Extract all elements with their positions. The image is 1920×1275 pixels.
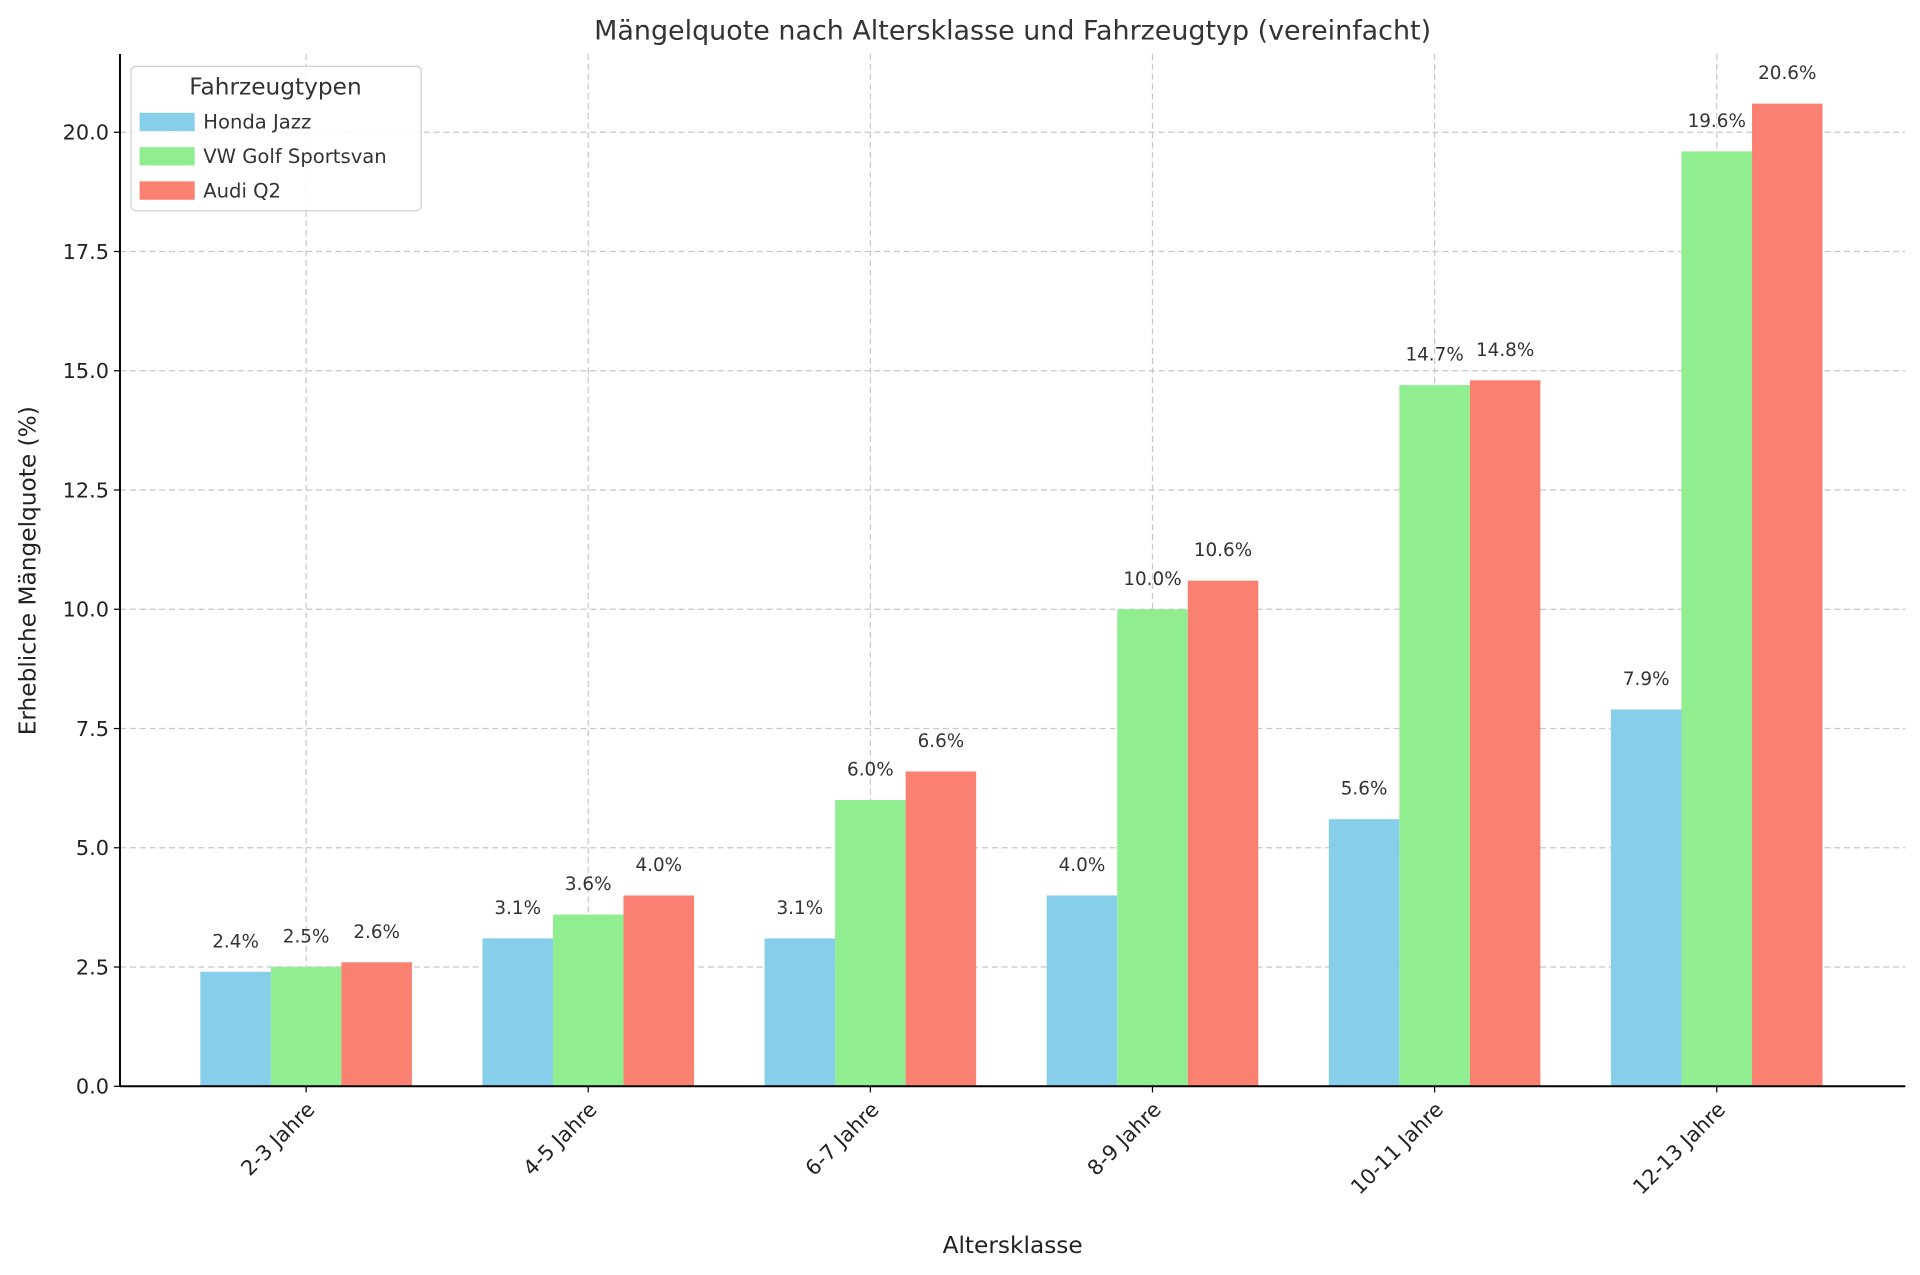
y-tick-label: 5.0 xyxy=(76,836,109,860)
bar-vw-golf-sportsvan xyxy=(835,800,906,1087)
bar-audi-q2 xyxy=(1187,580,1259,1087)
chart-title: Mängelquote nach Altersklasse und Fahrze… xyxy=(594,15,1431,46)
data-label: 3.1% xyxy=(777,898,824,919)
data-label: 10.0% xyxy=(1123,569,1181,590)
legend-swatch xyxy=(139,112,195,132)
bar-honda-jazz xyxy=(200,971,271,1087)
bar-vw-golf-sportsvan xyxy=(1117,609,1188,1087)
data-label: 3.1% xyxy=(494,898,541,919)
bar-audi-q2 xyxy=(1469,380,1541,1087)
data-label: 2.4% xyxy=(212,931,259,952)
x-axis-label: Altersklasse xyxy=(943,1232,1083,1259)
x-tick-label: 2-3 Jahre xyxy=(236,1097,319,1180)
y-tick-label: 10.0 xyxy=(63,598,109,622)
bar-honda-jazz xyxy=(482,938,553,1087)
x-tick-label: 6-7 Jahre xyxy=(801,1097,884,1180)
bar-audi-q2 xyxy=(341,962,412,1087)
legend-title: Fahrzeugtypen xyxy=(189,73,361,100)
bar-audi-q2 xyxy=(623,895,695,1087)
data-label: 20.6% xyxy=(1758,63,1816,84)
y-tick-label: 12.5 xyxy=(63,478,109,502)
y-tick-label: 20.0 xyxy=(63,121,109,145)
data-label: 4.0% xyxy=(635,855,682,876)
data-label: 7.9% xyxy=(1623,669,1670,690)
bar-honda-jazz xyxy=(1328,819,1400,1087)
bar-vw-golf-sportsvan xyxy=(270,967,342,1087)
data-label: 3.6% xyxy=(565,874,612,895)
bar-vw-golf-sportsvan xyxy=(1399,385,1470,1087)
legend-label: Audi Q2 xyxy=(203,179,281,202)
bar-honda-jazz xyxy=(764,938,836,1087)
y-tick-label: 17.5 xyxy=(63,240,109,264)
data-label: 2.5% xyxy=(283,927,330,948)
x-tick-label: 10-11 Jahre xyxy=(1346,1097,1448,1199)
legend: Fahrzeugtypen Honda Jazz VW Golf Sportsva… xyxy=(130,65,422,212)
data-label: 6.0% xyxy=(847,760,894,781)
bar-honda-jazz xyxy=(1046,895,1118,1087)
data-label: 2.6% xyxy=(353,922,400,943)
legend-label: VW Golf Sportsvan xyxy=(203,145,386,168)
bar-honda-jazz xyxy=(1610,709,1682,1087)
data-label: 10.6% xyxy=(1194,540,1252,561)
y-tick-label: 7.5 xyxy=(76,717,109,741)
y-tick-label: 2.5 xyxy=(76,955,109,979)
data-label: 19.6% xyxy=(1688,111,1746,132)
x-tick-label: 12-13 Jahre xyxy=(1628,1097,1730,1199)
y-tick-label: 0.0 xyxy=(76,1075,109,1099)
data-label: 14.8% xyxy=(1476,340,1534,361)
bar-vw-golf-sportsvan xyxy=(1681,151,1752,1087)
data-label: 6.6% xyxy=(918,731,965,752)
y-tick-label: 15.0 xyxy=(63,359,109,383)
data-label: 4.0% xyxy=(1059,855,1106,876)
bar-audi-q2 xyxy=(1752,103,1823,1087)
y-axis-label: Erhebliche Mängelquote (%) xyxy=(15,406,42,735)
x-tick-label: 8-9 Jahre xyxy=(1083,1097,1166,1180)
data-label: 14.7% xyxy=(1405,345,1463,366)
legend-label: Honda Jazz xyxy=(203,111,311,134)
x-tick-label: 4-5 Jahre xyxy=(518,1097,601,1180)
data-label: 5.6% xyxy=(1341,779,1388,800)
bar-vw-golf-sportsvan xyxy=(552,914,624,1087)
legend-swatch xyxy=(139,147,195,166)
bar-audi-q2 xyxy=(905,771,977,1087)
legend-swatch xyxy=(139,181,195,200)
